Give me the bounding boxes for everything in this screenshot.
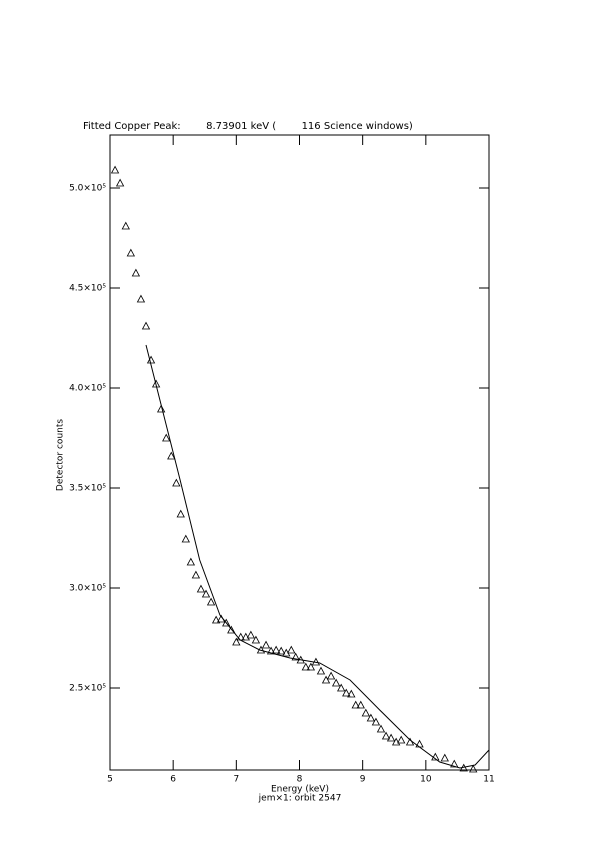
- data-point: [201, 589, 211, 598]
- data-point: [206, 597, 216, 606]
- data-point: [227, 625, 236, 634]
- data-point: [181, 534, 190, 543]
- data-point: [222, 618, 231, 627]
- data-point: [291, 652, 300, 661]
- x-tick-label: 10: [420, 775, 432, 785]
- x-tick-label: 7: [233, 775, 239, 785]
- data-point: [246, 630, 256, 639]
- chart-title: Fitted Copper Peak: 8.73901 keV ( 116 Sc…: [83, 121, 413, 132]
- y-tick-label: 3.0×10⁵: [69, 584, 106, 594]
- fit-line: [145, 344, 490, 769]
- x-tick-label: 6: [170, 775, 176, 785]
- data-point: [440, 753, 449, 762]
- y-tick-label: 3.5×10⁵: [69, 484, 106, 494]
- data-point: [172, 478, 181, 487]
- data-point: [110, 165, 120, 174]
- data-point: [126, 248, 136, 257]
- data-point: [176, 509, 185, 518]
- data-point: [196, 584, 206, 593]
- data-point: [156, 404, 166, 413]
- data-point: [306, 662, 316, 671]
- data-point: [266, 646, 276, 655]
- data-point: [251, 635, 261, 644]
- data-point: [277, 646, 286, 655]
- data-point: [167, 451, 176, 460]
- data-point: [450, 759, 459, 768]
- data-point: [366, 713, 376, 722]
- y-tick-label: 2.5×10⁵: [69, 684, 106, 694]
- y-tick-label: 4.5×10⁵: [69, 284, 106, 294]
- data-point: [431, 752, 440, 761]
- data-point: [287, 645, 296, 654]
- data-point: [321, 675, 331, 684]
- y-tick-label: 5.0×10⁵: [69, 184, 106, 194]
- data-point: [326, 671, 336, 680]
- data-point: [386, 733, 396, 742]
- data-point: [342, 688, 351, 697]
- data-point: [115, 178, 125, 187]
- data-point: [331, 678, 341, 687]
- y-tick-label: 4.0×10⁵: [69, 384, 106, 394]
- data-point: [376, 724, 386, 733]
- x-axis-label: Energy (keV): [271, 785, 329, 795]
- data-point: [271, 645, 281, 654]
- data-point: [121, 221, 130, 230]
- data-point: [337, 683, 346, 692]
- data-point: [162, 433, 171, 442]
- x-tick-label: 11: [483, 775, 494, 785]
- data-point: [301, 662, 310, 671]
- data-point: [397, 735, 406, 744]
- data-point: [371, 717, 381, 726]
- data-point: [316, 666, 326, 675]
- x-tick-label: 9: [360, 775, 366, 785]
- data-point: [191, 570, 201, 579]
- x-tick-label: 5: [107, 775, 113, 785]
- data-point: [211, 615, 221, 624]
- data-point: [356, 700, 365, 709]
- data-point: [241, 632, 250, 641]
- data-point: [361, 708, 370, 717]
- data-point: [232, 637, 241, 646]
- data-point: [186, 557, 196, 566]
- data-point: [381, 731, 391, 740]
- data-point: [351, 700, 360, 709]
- data-point: [347, 689, 356, 698]
- y-axis-label: Detector counts: [56, 419, 66, 491]
- data-point: [141, 321, 151, 330]
- data-point: [131, 268, 141, 277]
- x-tick-label: 8: [297, 775, 303, 785]
- data-point: [469, 764, 478, 773]
- data-point: [136, 294, 146, 303]
- data-point: [391, 737, 401, 746]
- caption: jem×1: orbit 2547: [258, 794, 342, 804]
- data-point: [261, 640, 271, 649]
